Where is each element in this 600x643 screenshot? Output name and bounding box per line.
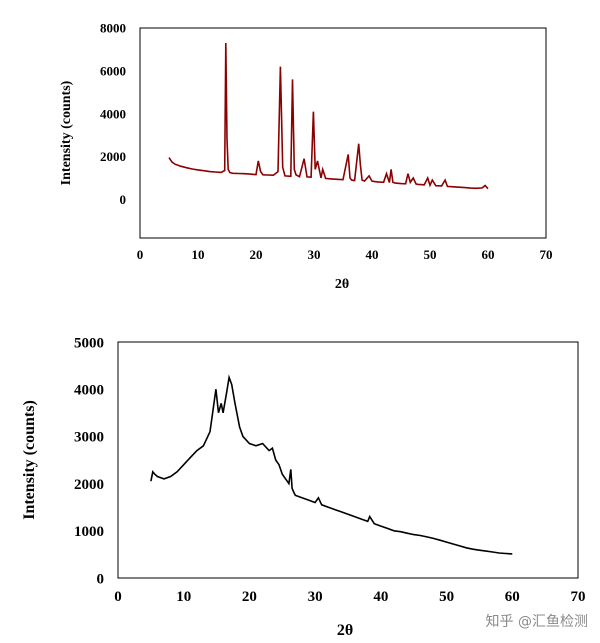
x-tick-label: 10	[176, 589, 191, 605]
y-tick-label: 0	[120, 192, 127, 207]
x-tick-label: 10	[192, 247, 205, 262]
x-tick-label: 60	[482, 247, 495, 262]
x-tick-label: 30	[308, 247, 321, 262]
x-tick-label: 20	[250, 247, 263, 262]
plot-frame-top	[139, 27, 547, 239]
x-tick-label: 20	[242, 589, 257, 605]
x-tick-label: 70	[571, 589, 586, 605]
x-tick-label: 30	[308, 589, 323, 605]
x-tick-labels-top: 0 10 20 30 40 50 60 70	[137, 247, 553, 262]
x-tick-label: 60	[505, 589, 520, 605]
chart-top: 0 2000 4000 6000 8000 0 10 20 30 40 50 60 70 2θ Int…	[59, 21, 553, 292]
plot-frame-bottom	[117, 341, 579, 579]
y-tick-labels-bottom: 0 1000 2000 3000 4000 5000	[74, 335, 104, 587]
x-tick-label: 40	[373, 589, 388, 605]
chart-bottom: 0 1000 2000 3000 4000 5000 0 10 20 30 40 50 60 70 2θ…	[21, 335, 586, 639]
x-tick-label: 70	[540, 247, 553, 262]
y-tick-label: 5000	[74, 335, 104, 351]
series-line-top	[168, 42, 489, 190]
y-tick-label: 0	[97, 571, 105, 587]
y-tick-label: 4000	[74, 382, 104, 398]
y-tick-label: 3000	[74, 430, 104, 446]
y-axis-label-bottom: Intensity (counts)	[21, 400, 38, 520]
y-tick-label: 6000	[100, 63, 126, 78]
series-line-bottom	[150, 374, 513, 555]
x-tick-label: 0	[137, 247, 144, 262]
y-tick-labels-top: 0 2000 4000 6000 8000	[100, 21, 126, 207]
y-tick-label: 1000	[74, 524, 104, 540]
x-axis-label-bottom: 2θ	[337, 622, 353, 639]
x-tick-labels-bottom: 0 10 20 30 40 50 60 70	[114, 589, 585, 605]
y-axis-label-top: Intensity (counts)	[59, 80, 74, 185]
x-tick-label: 40	[366, 247, 379, 262]
y-tick-label: 2000	[74, 477, 104, 493]
x-tick-label: 0	[114, 589, 122, 605]
watermark-text: 知乎 @汇鱼检测	[486, 613, 588, 630]
x-tick-label: 50	[439, 589, 454, 605]
y-tick-label: 4000	[100, 106, 126, 121]
x-tick-label: 50	[424, 247, 437, 262]
y-tick-label: 2000	[100, 149, 126, 164]
x-axis-label-top: 2θ	[335, 277, 349, 292]
y-tick-label: 8000	[100, 21, 126, 36]
